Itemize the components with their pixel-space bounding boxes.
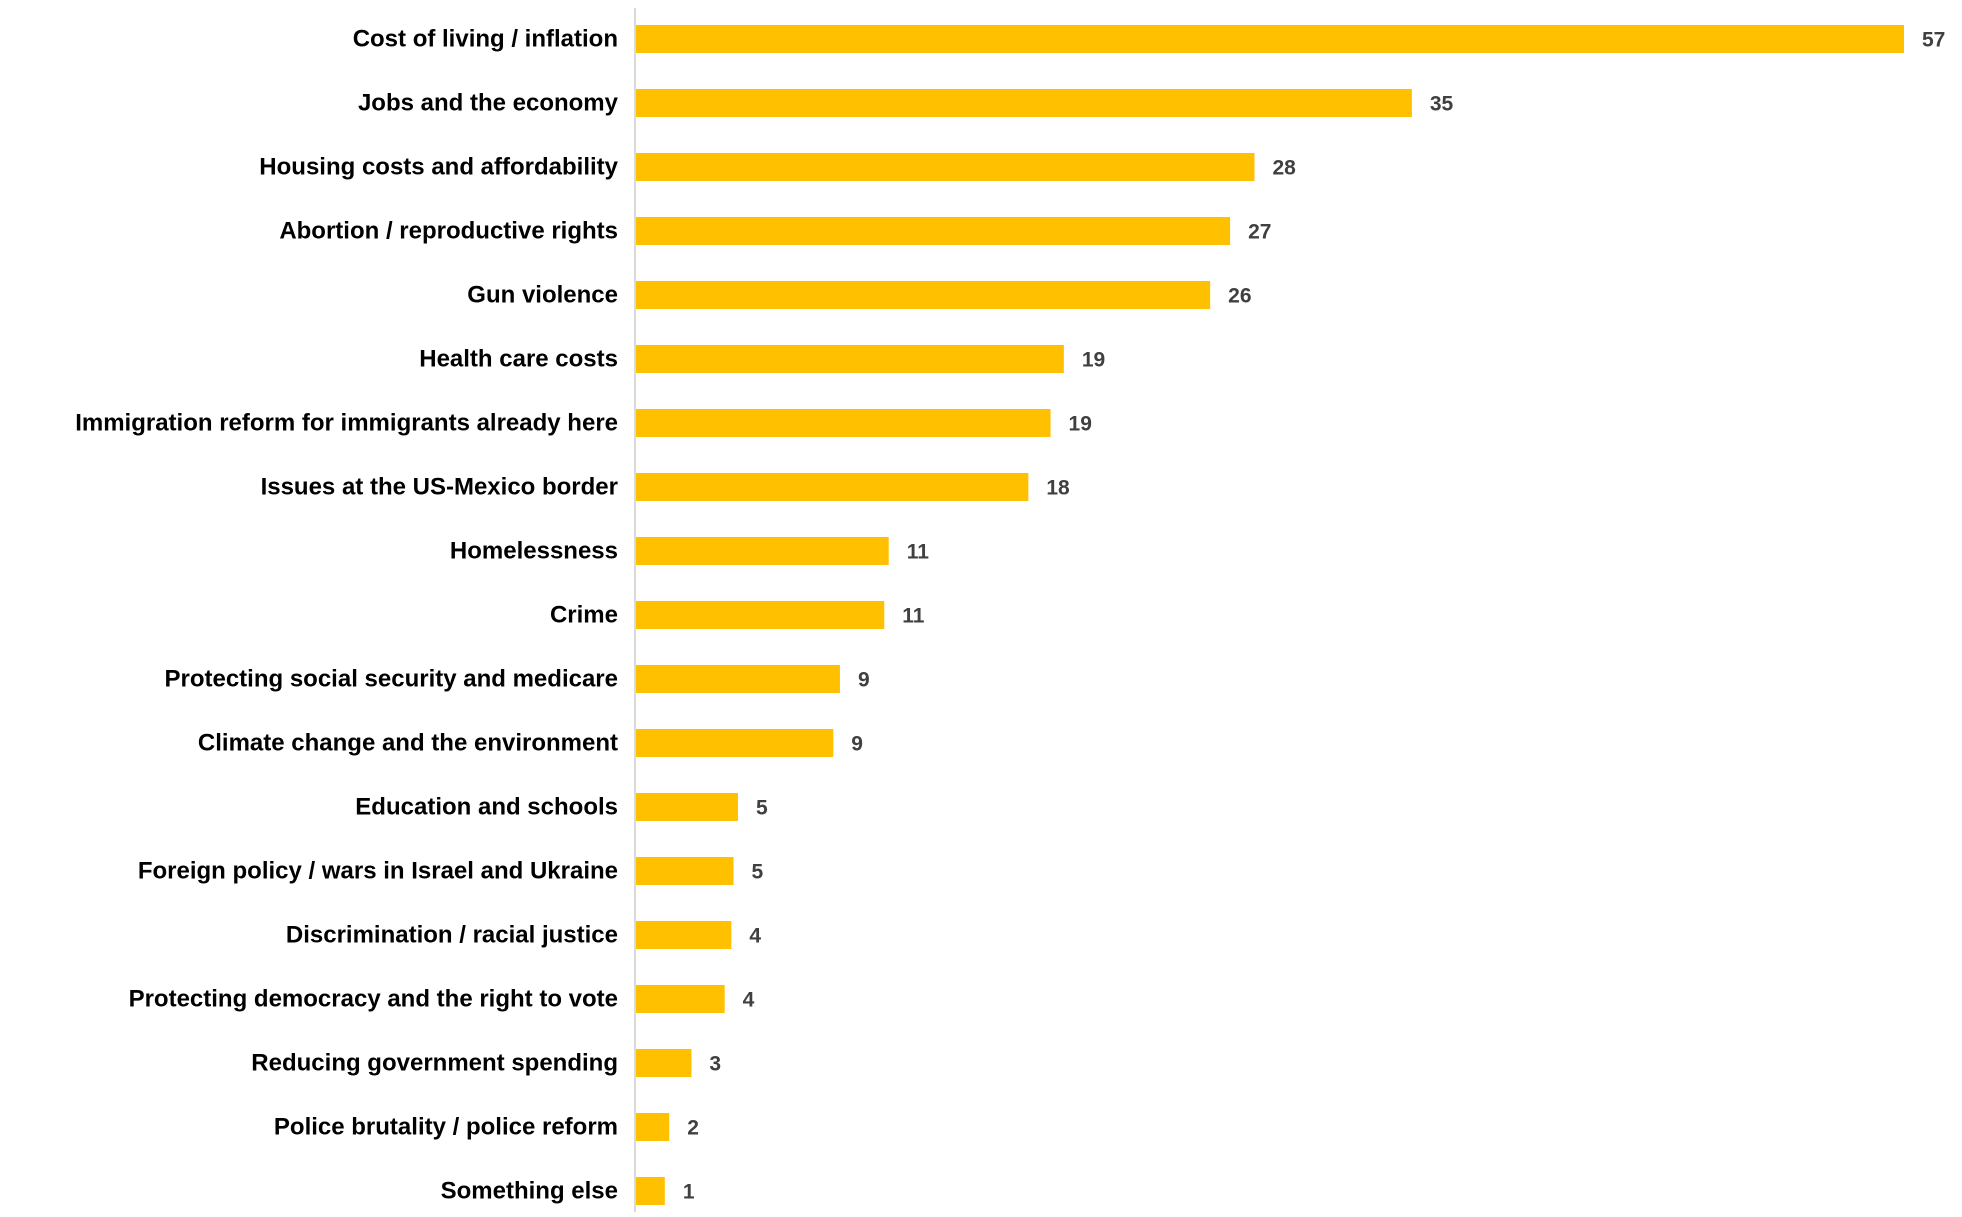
category-label: Gun violence bbox=[467, 282, 618, 309]
category-label: Discrimination / racial justice bbox=[286, 922, 618, 949]
value-label: 1 bbox=[683, 1181, 695, 1204]
bar bbox=[636, 409, 1051, 437]
value-label: 9 bbox=[858, 669, 870, 692]
category-label: Foreign policy / wars in Israel and Ukra… bbox=[138, 858, 618, 885]
category-label: Climate change and the environment bbox=[198, 730, 618, 757]
value-label: 9 bbox=[851, 733, 863, 756]
value-label: 4 bbox=[749, 925, 761, 948]
category-label: Protecting democracy and the right to vo… bbox=[129, 986, 618, 1013]
bar bbox=[636, 1113, 670, 1141]
category-label: Housing costs and affordability bbox=[259, 154, 618, 181]
bar bbox=[636, 793, 738, 821]
category-label: Immigration reform for immigrants alread… bbox=[75, 410, 618, 437]
value-label: 27 bbox=[1248, 221, 1271, 244]
bar bbox=[636, 857, 734, 885]
bar bbox=[636, 281, 1211, 309]
value-label: 5 bbox=[756, 797, 768, 820]
value-label: 5 bbox=[752, 861, 764, 884]
value-label: 35 bbox=[1430, 93, 1454, 116]
value-label: 4 bbox=[743, 989, 755, 1012]
bar bbox=[636, 89, 1412, 117]
bar bbox=[636, 345, 1064, 373]
category-label: Cost of living / inflation bbox=[353, 26, 618, 53]
bar bbox=[636, 473, 1029, 501]
category-label: Crime bbox=[550, 602, 618, 629]
value-label: 19 bbox=[1082, 349, 1105, 372]
category-label: Reducing government spending bbox=[251, 1050, 618, 1077]
value-label: 11 bbox=[907, 541, 930, 564]
value-label: 3 bbox=[709, 1053, 721, 1076]
category-label: Homelessness bbox=[450, 538, 618, 565]
bar bbox=[636, 1177, 665, 1205]
value-label: 11 bbox=[902, 605, 925, 628]
value-label: 28 bbox=[1272, 157, 1296, 180]
bar bbox=[636, 1049, 692, 1077]
bar bbox=[636, 665, 840, 693]
value-label: 26 bbox=[1228, 285, 1251, 308]
category-label: Health care costs bbox=[419, 346, 618, 373]
bar bbox=[636, 921, 732, 949]
category-label: Protecting social security and medicare bbox=[164, 666, 618, 693]
bar bbox=[636, 153, 1255, 181]
category-label: Jobs and the economy bbox=[358, 90, 619, 117]
category-label: Issues at the US-Mexico border bbox=[261, 474, 618, 501]
category-label: Police brutality / police reform bbox=[274, 1114, 618, 1141]
category-label: Something else bbox=[441, 1178, 618, 1205]
bar bbox=[636, 601, 885, 629]
bar bbox=[636, 25, 1904, 53]
value-label: 57 bbox=[1922, 29, 1945, 52]
category-label: Education and schools bbox=[355, 794, 618, 821]
bar bbox=[636, 985, 725, 1013]
category-label: Abortion / reproductive rights bbox=[279, 218, 618, 245]
value-label: 19 bbox=[1069, 413, 1092, 436]
bar bbox=[636, 217, 1231, 245]
bar bbox=[636, 537, 889, 565]
bar bbox=[636, 729, 834, 757]
value-label: 2 bbox=[687, 1117, 699, 1140]
value-label: 18 bbox=[1046, 477, 1070, 500]
